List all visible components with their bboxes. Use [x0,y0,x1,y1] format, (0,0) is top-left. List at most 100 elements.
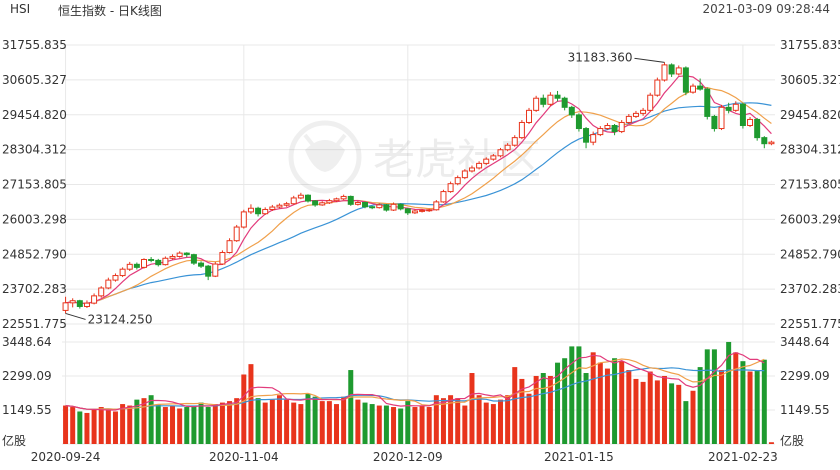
candle-body [768,141,775,145]
candle-body [397,203,404,210]
volume-bar [654,380,660,444]
volume-bar [91,409,97,444]
candle-body [739,103,746,127]
volume-bar [391,407,397,444]
volume-tick-left: 2299.09 [2,369,52,383]
candle-body [119,268,126,277]
volume-tick-right: 1149.55 [780,403,830,417]
candle-body [411,210,418,214]
candle-body [140,258,147,268]
volume-bar [212,404,218,444]
volume-bar [376,405,382,444]
candle-body [661,64,668,81]
candle-body [697,85,704,90]
volume-bar [305,393,311,444]
volume-bar [747,371,753,444]
volume-bar [134,399,140,444]
candle-body [497,149,504,157]
candle-body [511,137,518,146]
volume-tick-right: 3448.64 [780,335,830,349]
volume-bar [141,398,147,444]
low-annotation: 23124.250 [88,312,153,326]
candle-body [269,206,276,210]
candles [62,62,775,314]
candle-body [219,252,226,265]
candle-body [732,103,739,111]
volume-bar [697,367,703,444]
ma10-line [65,86,772,304]
candle-body [575,114,582,130]
candle-body [747,118,754,127]
candle-body [340,195,347,200]
candle-body [518,121,525,139]
volume-bar [597,362,603,444]
candle-body [440,191,447,203]
date-tick: 2021-02-23 [708,450,778,464]
volume-bar [469,373,475,444]
candle-body [212,263,219,277]
volume-bar [412,407,418,444]
volume-bar [98,407,104,444]
candle-body [226,240,233,254]
candle-body [347,195,354,205]
candle-body [91,295,98,304]
price-tick-left: 31755.835 [2,38,67,52]
volume-bar [227,401,233,444]
volume-bar [355,399,361,444]
volume-bar [533,375,539,444]
candle-body [190,254,197,264]
x-axis-labels: 2020-09-24 2020-11-04 2020-12-09 2021-01-15… [31,450,778,464]
price-tick-left: 23702.283 [2,282,67,296]
volume-bar [612,358,618,444]
volume-bar [284,399,290,444]
volume-bar [398,408,404,444]
symbol-label: HSI [10,2,31,16]
volume-ma20-line [65,367,765,411]
candle-body [647,94,654,111]
volume-bar [526,393,532,444]
candle-body [547,94,554,105]
candle-body [447,183,454,193]
candle-body [240,211,247,228]
candle-body [468,167,475,172]
candle-body [604,125,611,130]
candle-body [304,194,311,202]
volume-bar [448,395,454,444]
volume-bar [683,401,689,444]
volume-bar [269,399,275,444]
candle-body [754,118,761,139]
candle-body [690,85,697,93]
volume-bar [433,395,439,444]
volume-bar [576,346,582,444]
volume-tick-right: 2299.09 [780,369,830,383]
volume-bar [462,405,468,444]
volume-bar [604,368,610,444]
candle-body [433,201,440,211]
candle-body [590,134,597,143]
candle-body [233,226,240,242]
candle-body [262,208,269,215]
volume-bar [419,405,425,444]
volume-bar [619,361,625,444]
candle-body [105,279,112,289]
volume-bar [198,402,204,444]
volume-bar [440,398,446,444]
volume-bar [497,399,503,444]
candle-body [561,97,568,108]
price-tick-left: 29454.820 [2,108,67,122]
volume-bar [255,398,261,444]
price-tick-left: 24852.790 [2,247,67,261]
volume-bar [490,404,496,444]
volume-bar [184,407,190,444]
high-annotation: 31183.360 [568,50,633,64]
volume-bar [248,364,254,444]
volume-bar [241,374,247,444]
volume-bar [455,398,461,444]
volume-bar [669,383,675,444]
candle-body [526,109,533,123]
volume-bar [262,402,268,444]
candle-body [247,207,254,213]
volume-bar [512,367,518,444]
volume-bar [63,405,69,444]
annotations: 31183.360 23124.250 [65,50,665,326]
